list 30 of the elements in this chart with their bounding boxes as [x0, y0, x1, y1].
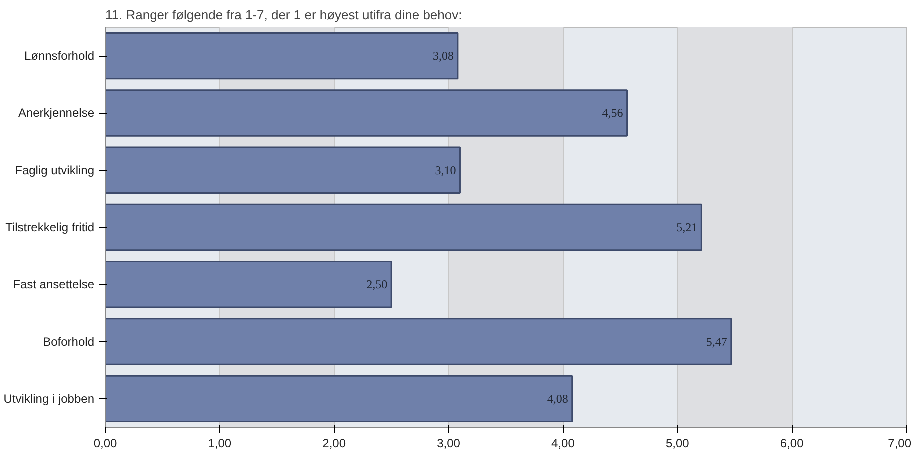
- y-tick-label: Tilstrekkelig fritid: [6, 220, 94, 234]
- x-tick-label: 1,00: [208, 436, 232, 450]
- bar: [106, 90, 628, 137]
- data-label: 2,50: [366, 278, 388, 292]
- x-tick-label: 2,00: [322, 436, 346, 450]
- x-tick-label: 3,00: [437, 436, 461, 450]
- y-tick-label: Boforhold: [43, 334, 95, 349]
- chart-title: 11. Ranger følgende fra 1-7, der 1 er høyest utifra dine behov:: [106, 8, 462, 22]
- x-tick-label: 0,00: [94, 436, 118, 450]
- y-tick-label: Lønnsforhold: [24, 49, 95, 64]
- data-label: 3,08: [432, 49, 454, 64]
- x-tick-label: 6,00: [780, 436, 804, 450]
- y-tick-label: Utvikling i jobben: [4, 392, 95, 406]
- data-label: 4,56: [602, 106, 624, 120]
- y-tick-label: Fast ansettelse: [13, 278, 95, 292]
- x-tick-label: 7,00: [888, 436, 912, 450]
- x-tick-label: 4,00: [552, 436, 576, 450]
- bar: [106, 318, 732, 366]
- bar: [106, 375, 574, 423]
- bar: [106, 146, 461, 194]
- bar: [106, 261, 392, 308]
- y-tick-label: Faglig utvikling: [15, 163, 95, 178]
- data-label: 5,47: [706, 334, 728, 349]
- data-label: 4,08: [547, 392, 568, 406]
- data-label: 5,21: [676, 220, 698, 234]
- data-label: 3,10: [435, 163, 456, 178]
- bar: [106, 32, 459, 80]
- y-tick-label: Anerkjennelse: [18, 106, 95, 120]
- x-tick-label: 5,00: [666, 436, 690, 450]
- bar: [106, 204, 702, 252]
